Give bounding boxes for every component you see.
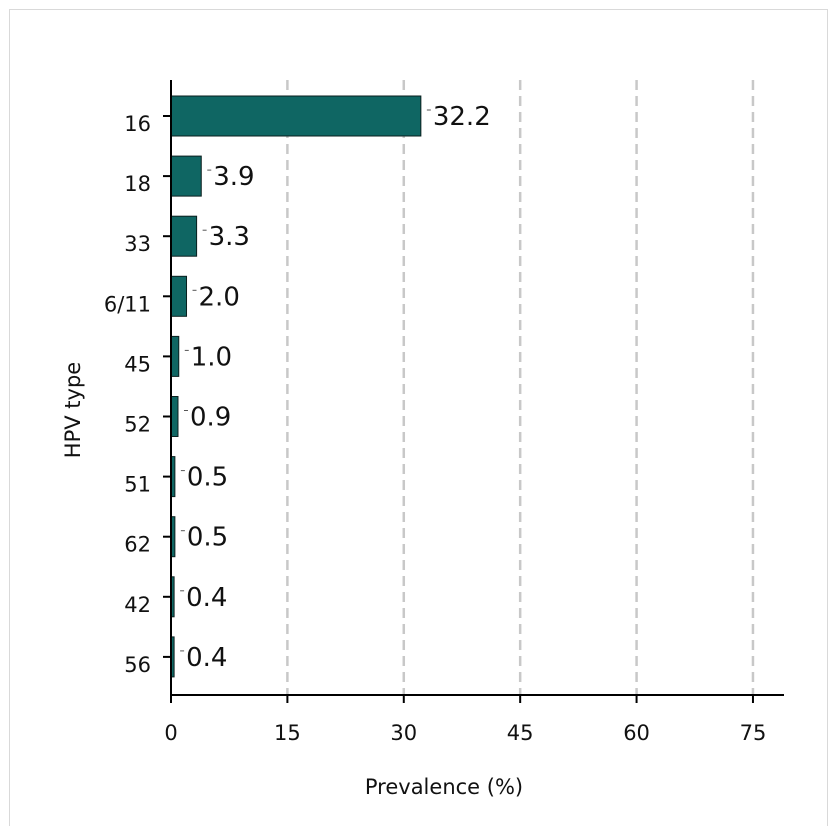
y-tick-label-45: 45 xyxy=(124,352,151,376)
bar-6/11 xyxy=(170,275,188,317)
y-tick-label-51: 51 xyxy=(124,473,151,497)
y-tick-label-56: 56 xyxy=(124,653,151,677)
grid-lines xyxy=(286,80,755,695)
x-tick-label-0: 0 xyxy=(164,721,177,745)
y-tick-label-16: 16 xyxy=(124,112,151,136)
y-tick-label-6/11: 6/11 xyxy=(104,292,151,316)
data-label-51: 0.5 xyxy=(187,463,228,493)
data-label-62: 0.5 xyxy=(187,523,228,553)
bar-16 xyxy=(170,95,422,137)
data-label-6/11: 2.0 xyxy=(199,282,240,312)
y-tick-label-62: 62 xyxy=(124,533,151,557)
y-tick-label-42: 42 xyxy=(124,593,151,617)
y-tick-label-18: 18 xyxy=(124,172,151,196)
x-axis-title: Prevalence (%) xyxy=(365,775,523,799)
x-tick-label-30: 30 xyxy=(390,721,417,745)
bar-33 xyxy=(170,215,198,257)
data-label-56: 0.4 xyxy=(186,643,227,673)
y-axis-title: HPV type xyxy=(61,362,85,458)
chart-frame xyxy=(9,9,828,826)
data-label-45: 1.0 xyxy=(191,342,232,372)
data-labels: 32.2 3.9 3.3 2.0 1.0 0.9 0.5 0.5 0.4 0.4 xyxy=(180,102,491,673)
y-tick-label-33: 33 xyxy=(124,232,151,256)
bar-18 xyxy=(170,155,202,197)
data-label-18: 3.9 xyxy=(213,162,254,192)
bar-45 xyxy=(170,335,180,377)
data-label-16: 32.2 xyxy=(433,102,491,132)
x-tick-label-60: 60 xyxy=(623,721,650,745)
data-label-42: 0.4 xyxy=(186,583,227,613)
bars xyxy=(170,95,422,678)
x-tick-label-15: 15 xyxy=(274,721,301,745)
ticks: 16 18 33 6/11 45 52 51 62 42 56 0 15 30 45 60 75 xyxy=(104,112,767,745)
axes xyxy=(170,80,784,696)
x-tick-label-45: 45 xyxy=(507,721,534,745)
data-label-33: 3.3 xyxy=(209,222,250,252)
x-tick-label-75: 75 xyxy=(740,721,767,745)
data-label-52: 0.9 xyxy=(190,403,231,433)
bar-52 xyxy=(170,396,179,437)
y-tick-label-52: 52 xyxy=(124,413,151,437)
